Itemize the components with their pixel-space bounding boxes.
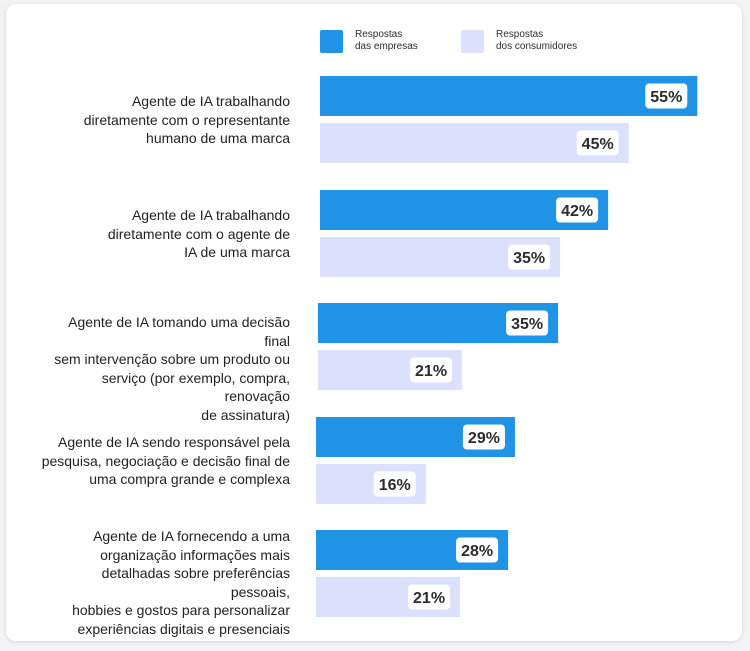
data-label: 16%: [379, 477, 411, 494]
category-label-line: pesquisa, negociação e decisão final de: [41, 452, 290, 469]
category-label-line: humano de uma marca: [146, 130, 290, 146]
value-badge: [373, 471, 416, 497]
data-label: 29%: [468, 430, 500, 447]
category-label-line: Agente de IA sendo responsável pela: [58, 434, 290, 450]
data-label: 35%: [513, 250, 545, 267]
data-label: 21%: [413, 590, 445, 607]
category-label-line: Agente de IA tomando uma decisão final: [68, 314, 290, 349]
value-badge: [645, 83, 688, 109]
value-badge: [508, 244, 551, 270]
category-label-line: diretamente com o representante: [83, 111, 290, 128]
category-label-line: hobbies e gostos para personalizar: [72, 602, 290, 618]
value-badge: [576, 130, 619, 156]
data-label: 21%: [415, 363, 447, 380]
category-label-3: Agente de IA tomando uma decisão final se…: [40, 313, 290, 424]
category-label-line: IA de uma marca: [184, 244, 290, 260]
category-label-line: Agente de IA fornecendo a uma: [93, 528, 290, 544]
data-label: 42%: [561, 203, 593, 220]
data-label: 45%: [582, 136, 614, 153]
category-label-line: Agente de IA trabalhando: [131, 93, 290, 109]
value-badge: [462, 424, 505, 450]
category-label-line: serviço (por exemplo, compra, renovação: [101, 369, 290, 405]
data-label: 35%: [511, 316, 543, 333]
value-badge: [506, 310, 549, 336]
legend-swatch-empresas: [320, 30, 343, 53]
legend-label-consumidores: Respostas dos consumidores: [496, 29, 578, 52]
value-badge: [556, 197, 599, 223]
data-label: 28%: [461, 543, 493, 560]
category-label-1: Agente de IA trabalhando diretamente com …: [40, 92, 290, 148]
value-badge: [410, 357, 453, 383]
category-label-line: sem intervenção sobre um produto ou: [54, 351, 290, 367]
category-label-2: Agente de IA trabalhando diretamente com …: [40, 206, 290, 262]
legend-item-consumidores: Respostas dos consumidores: [461, 29, 616, 53]
legend-swatch-consumidores: [461, 30, 484, 53]
legend-item-empresas: Respostas das empresas: [320, 29, 475, 53]
category-label-line: detalhadas sobre preferências pessoais,: [101, 565, 290, 600]
category-label-4: Agente de IA sendo responsável pela pesqu…: [40, 433, 290, 489]
category-label-line: experiências digitais e presenciais: [77, 620, 290, 637]
category-label-line: de assinatura): [201, 406, 290, 423]
bar-empresas-1: [320, 76, 698, 116]
value-badge: [408, 584, 451, 610]
legend-label-empresas: Respostas das empresas: [355, 29, 418, 52]
value-badge: [456, 537, 499, 563]
category-label-line: organização informações mais: [100, 546, 290, 563]
category-label-5: Agente de IA fornecendo a uma organização…: [40, 527, 290, 638]
category-label-line: Agente de IA trabalhando: [131, 207, 290, 223]
category-label-line: uma compra grande e complexa: [89, 471, 290, 487]
data-label: 55%: [650, 89, 682, 106]
category-label-line: diretamente com o agente de: [107, 225, 290, 242]
